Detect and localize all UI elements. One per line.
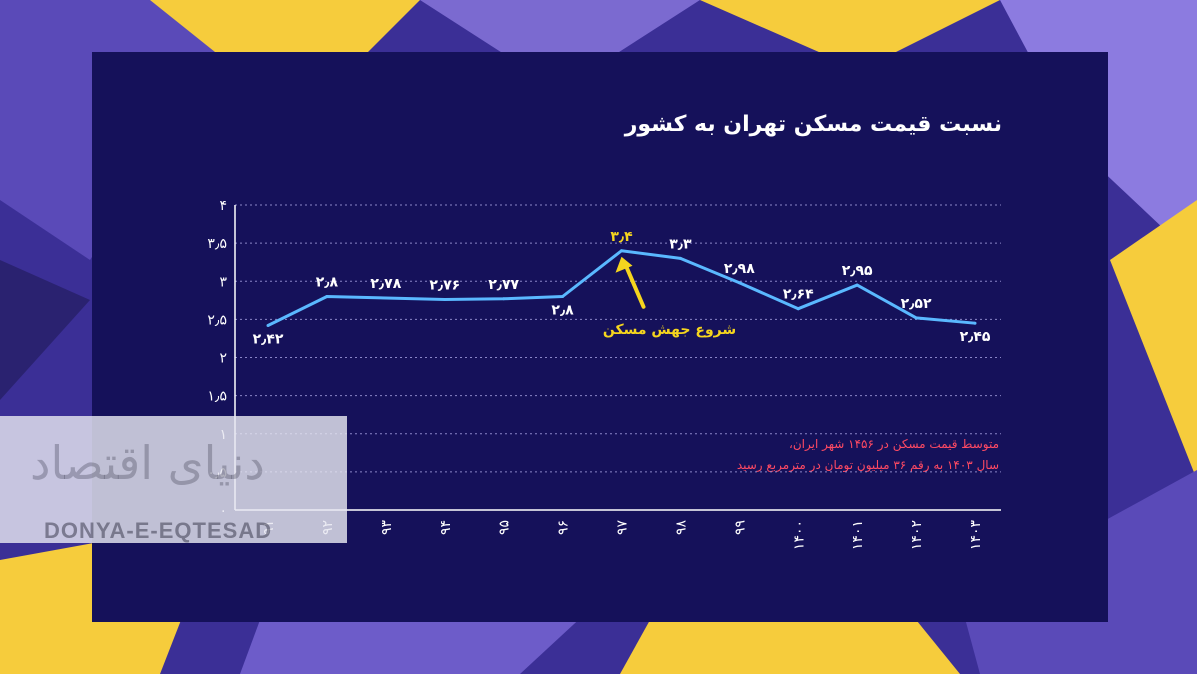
data-label: ۲٫۸ [551, 303, 574, 319]
x-tick-label: ۹۵ [497, 520, 513, 535]
watermark-persian: دنیای اقتصاد [30, 436, 265, 490]
data-point [266, 323, 270, 327]
x-tick-label: ۱۴۰۱ [850, 520, 866, 550]
x-tick-label: ۱۴۰۰ [791, 520, 807, 550]
annotation-arrow-head [615, 256, 633, 273]
annotation-arrow-shaft [623, 262, 646, 309]
series-line-group [266, 249, 977, 327]
note-line-1: متوسط قیمت مسکن در ۱۴۵۶ شهر ایران، [789, 437, 999, 451]
data-point [737, 281, 741, 285]
y-tick-label: ۱٫۵ [207, 389, 227, 405]
x-tick-label: ۹۸ [673, 520, 689, 536]
x-tick-label: ۹۳ [379, 520, 395, 536]
annotation-text: شروع جهش مسکن [603, 322, 736, 338]
data-label: ۲٫۸ [316, 275, 339, 291]
data-point [914, 316, 918, 320]
chart-title: نسبت قیمت مسکن تهران به کشور [624, 112, 1002, 137]
data-point [678, 256, 682, 260]
data-label: ۳٫۳ [669, 236, 692, 252]
annotation-group: شروع جهش مسکن [603, 256, 736, 338]
data-labels: ۲٫۴۲ ۲٫۸ ۲٫۷۸ ۲٫۷۶ ۲٫۷۷ ۲٫۸ ۳٫۴ ۳٫۳ ۲٫۹۸ ۲٫۶۴ ۲٫۹۵… [253, 229, 991, 348]
data-label: ۲٫۴۲ [253, 331, 284, 347]
x-tick-label: ۱۴۰۳ [968, 520, 984, 551]
data-label: ۳٫۴ [610, 229, 633, 245]
x-tick-label: ۱۴۰۲ [909, 520, 925, 550]
x-tick-label: ۹۴ [438, 520, 454, 535]
data-label: ۲٫۷۸ [370, 276, 401, 292]
data-label: ۲٫۴۵ [960, 329, 991, 345]
data-point [325, 295, 329, 298]
data-point [620, 249, 623, 253]
watermark-english: DONYA-E-EQTESAD [44, 518, 273, 543]
data-point [561, 295, 565, 298]
x-axis-ticks: ۹۱۹۲۹۳۹۴۹۵۹۶۹۷۹۸۹۹۱۴۰۰۱۴۰۱۱۴۰۲۱۴۰۳ [261, 520, 984, 551]
data-point [384, 296, 388, 300]
data-label: ۲٫۹۸ [724, 261, 755, 277]
watermark-box [0, 416, 347, 543]
data-point [443, 298, 447, 302]
note-line-2: سال ۱۴۰۳ به رقم ۳۶ میلیون تومان در مترمر… [736, 458, 999, 472]
y-tick-label: ۲٫۵ [207, 312, 227, 328]
y-tick-label: ۴ [219, 198, 227, 214]
data-point [855, 283, 859, 287]
data-label: ۲٫۹۵ [842, 263, 873, 279]
data-point [796, 307, 800, 311]
y-tick-label: ۲ [219, 351, 227, 367]
x-tick-label: ۹۷ [615, 520, 631, 536]
data-point [502, 297, 506, 301]
data-label: ۲٫۵۲ [901, 296, 932, 312]
x-tick-label: ۹۹ [732, 520, 748, 535]
data-label: ۲٫۶۴ [783, 287, 814, 303]
data-label: ۲٫۷۷ [488, 277, 519, 293]
gridlines [234, 204, 1001, 511]
data-label: ۲٫۷۶ [429, 278, 460, 294]
y-tick-label: ۳٫۵ [207, 236, 227, 252]
data-point [973, 321, 977, 325]
y-tick-label: ۳ [219, 274, 227, 290]
x-tick-label: ۹۶ [556, 520, 572, 535]
